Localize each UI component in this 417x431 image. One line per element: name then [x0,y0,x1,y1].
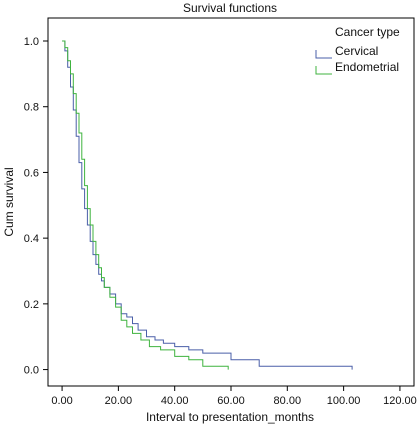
legend-title: Cancer type [335,25,400,39]
y-axis-label: Cum survival [2,167,16,236]
chart-title: Survival functions [183,1,277,15]
x-tick-label: 120.00 [383,395,417,407]
series-line-endometrial [62,40,229,370]
y-tick-label: 0.4 [24,233,39,245]
x-tick-label: 60.00 [217,395,245,407]
x-axis: 0.00 20.00 40.00 60.00 80.00 100.00 120.00 [51,386,417,407]
y-tick-label: 0.6 [24,167,39,179]
x-tick-label: 100.00 [327,395,361,407]
legend-swatch [315,50,332,59]
y-axis: 0.0 0.2 0.4 0.6 0.8 1.0 [24,36,48,377]
x-tick-label: 80.00 [274,395,302,407]
y-tick-label: 0.0 [24,365,39,377]
x-tick-label: 40.00 [161,395,189,407]
legend-label: Endometrial [335,60,399,74]
legend-item-endometrial: Endometrial [315,60,399,75]
y-tick-label: 0.8 [24,102,39,114]
x-tick-label: 0.00 [51,395,72,407]
y-tick-label: 0.2 [24,299,39,311]
x-axis-label: Interval to presentation_months [146,410,314,424]
legend-items: Cervical Endometrial [315,44,399,75]
legend-item-cervical: Cervical [315,44,378,59]
legend: Cancer type Cervical Endometrial [315,25,400,75]
series-layer [62,40,353,370]
y-tick-label: 1.0 [24,36,39,48]
x-tick-label: 20.00 [105,395,133,407]
legend-swatch [315,66,332,75]
legend-label: Cervical [335,44,378,58]
